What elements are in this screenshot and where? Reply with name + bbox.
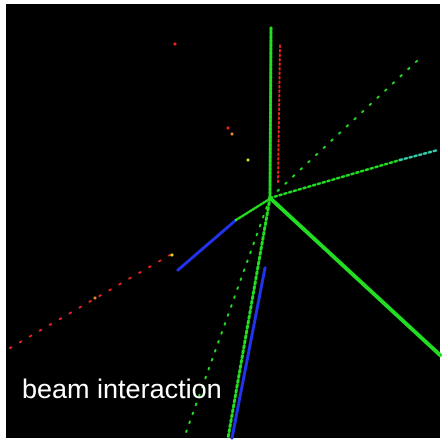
page: beam interaction (() => { const data = J… xyxy=(0,0,442,440)
track xyxy=(270,28,271,198)
event-display: beam interaction xyxy=(0,0,442,440)
detector-background xyxy=(6,4,440,438)
hit xyxy=(174,43,177,46)
hit xyxy=(94,297,97,300)
hit xyxy=(231,133,234,136)
hit xyxy=(171,254,174,257)
hit xyxy=(227,127,230,130)
caption: beam interaction xyxy=(22,374,222,404)
hit xyxy=(247,159,250,162)
